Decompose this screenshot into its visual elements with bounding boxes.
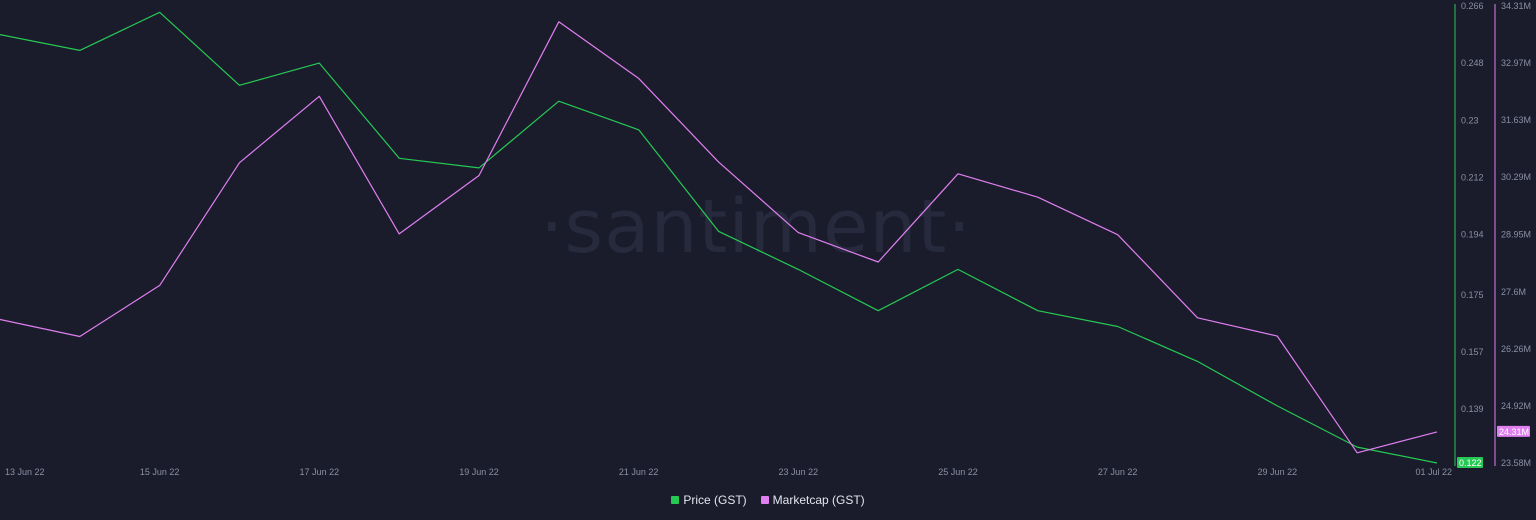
legend-item-price[interactable]: Price (GST) xyxy=(671,493,747,507)
watermark: ·santiment· xyxy=(540,184,972,270)
marketcap-series-line[interactable] xyxy=(0,21,1438,454)
series-layer xyxy=(0,11,1438,464)
marketcap-tick-label: 27.6M xyxy=(1501,287,1526,297)
x-tick-label: 01 Jul 22 xyxy=(1415,467,1452,477)
price-series-line[interactable] xyxy=(0,11,1438,464)
x-tick-label: 21 Jun 22 xyxy=(619,467,659,477)
price-tick-label: 0.139 xyxy=(1461,404,1484,414)
marketcap-tick-label: 23.58M xyxy=(1501,458,1531,468)
legend-label-price: Price (GST) xyxy=(683,493,747,507)
marketcap-axis: 34.31M 32.97M 31.63M 30.29M 28.95M 27.6M 26.26… xyxy=(1494,1,1531,468)
marketcap-tick-label: 32.97M xyxy=(1501,58,1531,68)
x-tick-label: 23 Jun 22 xyxy=(779,467,819,477)
x-tick-label: 15 Jun 22 xyxy=(140,467,180,477)
price-tick-label: 0.157 xyxy=(1461,347,1484,357)
x-tick-label: 17 Jun 22 xyxy=(300,467,340,477)
price-tick-label: 0.175 xyxy=(1461,290,1484,300)
x-tick-label: 13 Jun 22 xyxy=(5,467,45,477)
marketcap-tick-label: 31.63M xyxy=(1501,115,1531,125)
marketcap-tick-label: 24.92M xyxy=(1501,401,1531,411)
marketcap-tick-label: 28.95M xyxy=(1501,229,1531,239)
x-tick-label: 25 Jun 22 xyxy=(938,467,978,477)
price-tick-label: 0.248 xyxy=(1461,58,1484,68)
marketcap-current-label: 24.31M xyxy=(1499,427,1529,437)
price-tick-label: 0.266 xyxy=(1461,1,1484,11)
x-axis: 13 Jun 22 15 Jun 22 17 Jun 22 19 Jun 22 21 J… xyxy=(5,467,1452,477)
x-tick-label: 27 Jun 22 xyxy=(1098,467,1138,477)
marketcap-tick-label: 34.31M xyxy=(1501,1,1531,11)
legend: Price (GST) Marketcap (GST) xyxy=(0,490,1536,510)
x-tick-label: 19 Jun 22 xyxy=(459,467,499,477)
legend-label-marketcap: Marketcap (GST) xyxy=(772,493,865,507)
price-current-label: 0.122 xyxy=(1459,458,1482,468)
price-tick-label: 0.194 xyxy=(1461,230,1484,240)
price-swatch xyxy=(671,496,680,504)
current-value-labels: 0.122 24.31M xyxy=(1457,425,1530,468)
marketcap-swatch xyxy=(760,496,769,504)
chart-svg: ·santiment· 13 Jun 22 15 Jun 22 17 Jun 22 1… xyxy=(0,1,1531,477)
marketcap-current-badge xyxy=(1497,425,1530,437)
marketcap-tick-label: 26.26M xyxy=(1501,344,1531,354)
price-tick-label: 0.212 xyxy=(1461,172,1484,182)
price-axis: 0.266 0.248 0.23 0.212 0.194 0.175 0.157 0.139 xyxy=(1454,1,1484,466)
x-tick-label: 29 Jun 22 xyxy=(1258,467,1298,477)
marketcap-tick-label: 30.29M xyxy=(1501,172,1531,182)
price-current-badge xyxy=(1457,457,1483,468)
price-tick-label: 0.23 xyxy=(1461,115,1479,125)
legend-item-marketcap[interactable]: Marketcap (GST) xyxy=(760,493,865,507)
